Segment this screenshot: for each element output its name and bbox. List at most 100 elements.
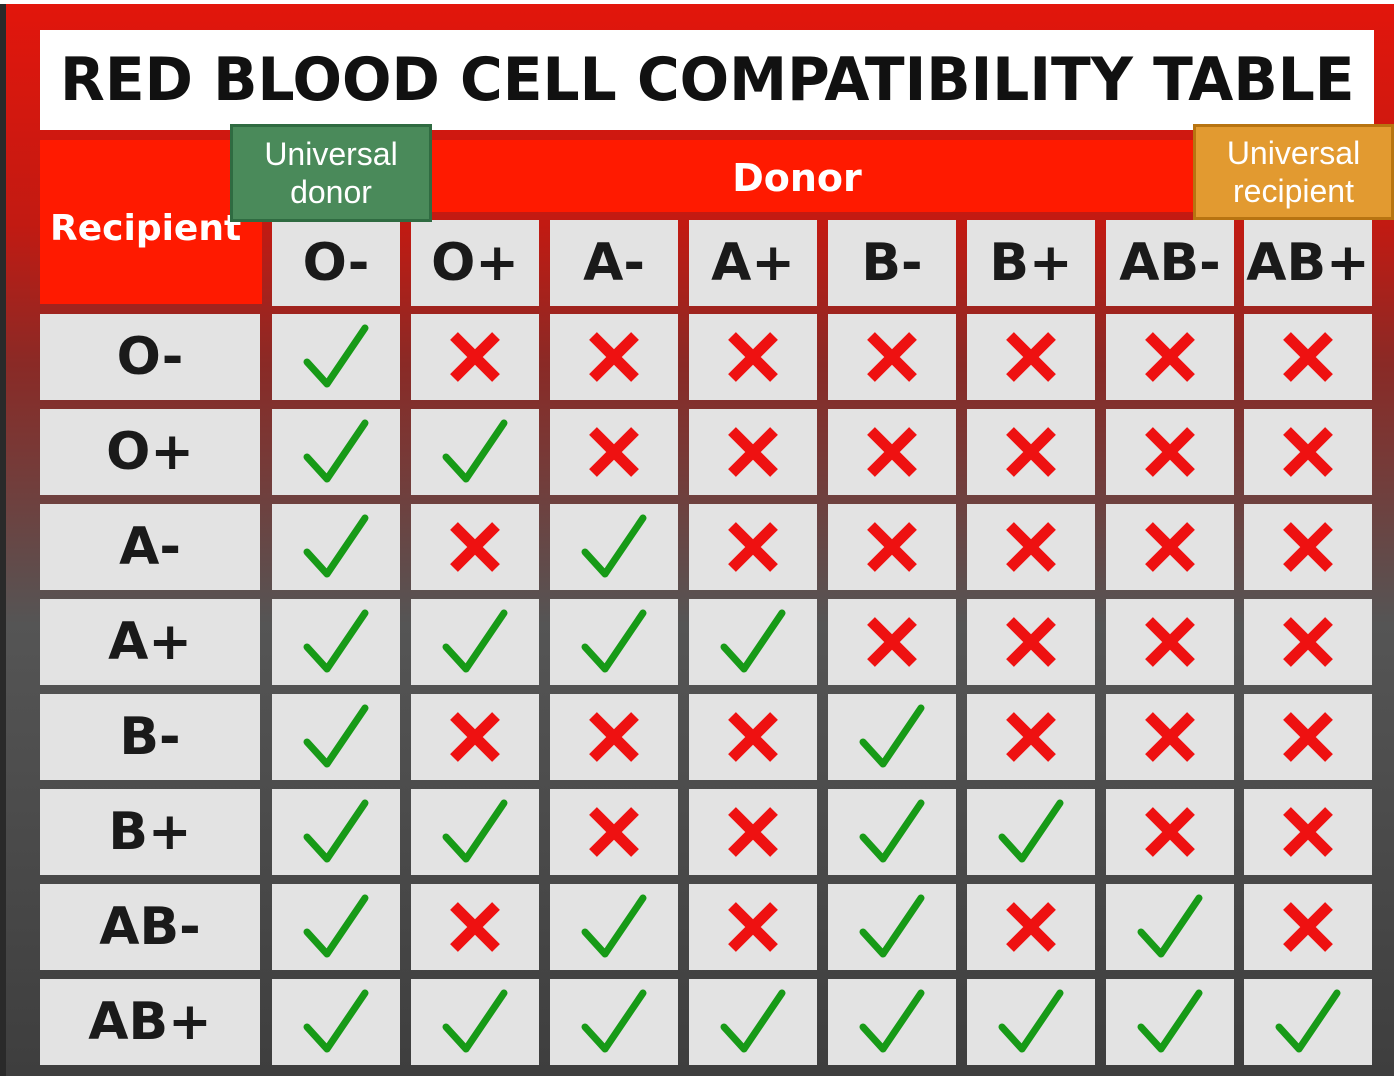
check-icon — [1135, 892, 1205, 962]
compat-cell — [1106, 884, 1234, 970]
compat-cell — [550, 884, 678, 970]
compat-cell — [411, 314, 539, 400]
compat-cell — [550, 979, 678, 1065]
compat-cell — [411, 884, 539, 970]
cross-icon — [1004, 425, 1058, 479]
check-icon — [301, 417, 371, 487]
recipient-header-oneg: O- — [40, 314, 260, 400]
check-icon — [440, 797, 510, 867]
compat-cell — [828, 599, 956, 685]
compat-cell — [828, 409, 956, 495]
cross-icon — [1143, 615, 1197, 669]
check-icon — [301, 702, 371, 772]
check-icon — [579, 987, 649, 1057]
left-edge — [0, 4, 6, 1076]
recipient-header-apos: A+ — [40, 599, 260, 685]
compat-cell — [411, 409, 539, 495]
cross-icon — [1143, 710, 1197, 764]
cross-icon — [448, 330, 502, 384]
compat-cell — [828, 314, 956, 400]
compat-cell — [411, 789, 539, 875]
cross-icon — [865, 520, 919, 574]
compat-cell — [550, 694, 678, 780]
compat-cell — [272, 504, 400, 590]
cross-icon — [1281, 900, 1335, 954]
compat-cell — [967, 979, 1095, 1065]
compat-cell — [828, 504, 956, 590]
compat-cell — [411, 694, 539, 780]
compat-cell — [550, 504, 678, 590]
check-icon — [301, 512, 371, 582]
cross-icon — [1143, 805, 1197, 859]
check-icon — [440, 607, 510, 677]
cross-icon — [448, 900, 502, 954]
donor-header-opos: O+ — [411, 220, 539, 306]
cross-icon — [865, 425, 919, 479]
check-icon — [579, 892, 649, 962]
check-icon — [301, 797, 371, 867]
cross-icon — [865, 615, 919, 669]
check-icon — [301, 987, 371, 1057]
check-icon — [440, 987, 510, 1057]
compat-cell — [967, 884, 1095, 970]
cross-icon — [1281, 805, 1335, 859]
compat-cell — [828, 979, 956, 1065]
compat-cell — [689, 694, 817, 780]
compat-cell — [1106, 979, 1234, 1065]
cross-icon — [726, 900, 780, 954]
check-icon — [718, 607, 788, 677]
cross-icon — [1281, 615, 1335, 669]
donor-header-aneg: A- — [550, 220, 678, 306]
check-icon — [301, 607, 371, 677]
cross-icon — [587, 330, 641, 384]
compat-cell — [550, 314, 678, 400]
check-icon — [440, 417, 510, 487]
recipient-header-aneg: A- — [40, 504, 260, 590]
compat-cell — [967, 409, 1095, 495]
check-icon — [857, 892, 927, 962]
cross-icon — [448, 710, 502, 764]
compat-cell — [411, 599, 539, 685]
page-title: RED BLOOD CELL COMPATIBILITY TABLE — [59, 45, 1355, 115]
compat-cell — [1106, 409, 1234, 495]
cross-icon — [1004, 615, 1058, 669]
compat-cell — [689, 884, 817, 970]
donor-header-abpos: AB+ — [1244, 220, 1372, 306]
compat-cell — [1106, 314, 1234, 400]
recipient-header-opos: O+ — [40, 409, 260, 495]
cross-icon — [448, 520, 502, 574]
check-icon — [857, 987, 927, 1057]
donor-header-bpos: B+ — [967, 220, 1095, 306]
compat-cell — [967, 694, 1095, 780]
compat-cell — [1106, 789, 1234, 875]
recipient-header-abpos: AB+ — [40, 979, 260, 1065]
compat-cell — [689, 314, 817, 400]
cross-icon — [726, 805, 780, 859]
compat-cell — [967, 789, 1095, 875]
cross-icon — [1004, 520, 1058, 574]
cross-icon — [1281, 520, 1335, 574]
check-icon — [579, 512, 649, 582]
cross-icon — [587, 710, 641, 764]
compat-cell — [550, 599, 678, 685]
compat-cell — [828, 694, 956, 780]
cross-icon — [726, 710, 780, 764]
cross-icon — [1143, 520, 1197, 574]
check-icon — [579, 607, 649, 677]
compat-cell — [1244, 884, 1372, 970]
compat-cell — [967, 599, 1095, 685]
check-icon — [1135, 987, 1205, 1057]
compat-cell — [828, 789, 956, 875]
cross-icon — [1281, 710, 1335, 764]
compat-cell — [1244, 694, 1372, 780]
recipient-header-block — [40, 140, 262, 304]
compat-cell — [411, 979, 539, 1065]
donor-label: Donor — [732, 156, 862, 200]
universal-recipient-tag: Universal recipient — [1193, 124, 1394, 220]
check-icon — [996, 987, 1066, 1057]
compat-cell — [1106, 599, 1234, 685]
universal-donor-tag: Universal donor — [230, 124, 432, 222]
recipient-header-abneg: AB- — [40, 884, 260, 970]
compat-cell — [550, 409, 678, 495]
cross-icon — [726, 330, 780, 384]
